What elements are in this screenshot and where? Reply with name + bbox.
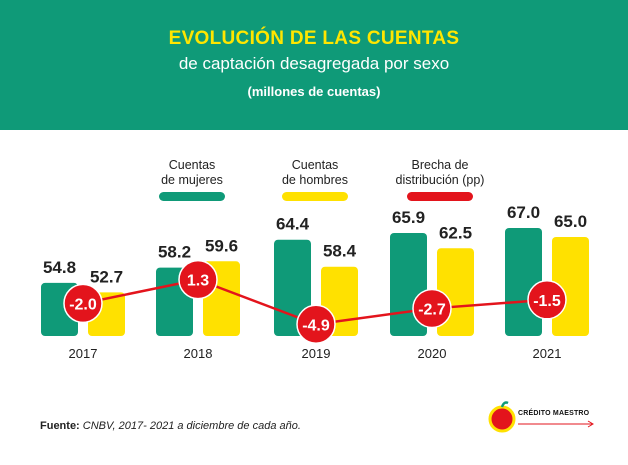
gap-label-2019: -4.9 xyxy=(302,317,330,334)
x-tick-label-2019: 2019 xyxy=(302,346,331,361)
legend-women-line1: Cuentas xyxy=(168,158,216,172)
gap-point-2020 xyxy=(412,288,452,329)
gap-label-2021: -1.5 xyxy=(533,293,561,310)
legend-women-swatch xyxy=(159,192,225,201)
value-label-women-2021: 67.0 xyxy=(507,203,540,222)
x-tick-label-2017: 2017 xyxy=(69,346,98,361)
value-label-men-2021: 65.0 xyxy=(554,212,587,231)
value-label-women-2017: 54.8 xyxy=(43,258,76,277)
chart-subtitle: de captación desagregada por sexo xyxy=(178,54,450,73)
gap-point-2018 xyxy=(178,259,218,300)
gap-point-2017 xyxy=(63,283,103,324)
x-tick-label-2020: 2020 xyxy=(418,346,447,361)
value-label-men-2017: 52.7 xyxy=(90,267,123,286)
chart-title: EVOLUCIÓN DE LAS CUENTAS xyxy=(168,28,460,49)
legend-men-line1: Cuentas xyxy=(291,158,339,172)
source-text: CNBV, 2017- 2021 a diciembre de cada año… xyxy=(82,420,301,432)
x-tick-label-2021: 2021 xyxy=(533,346,562,361)
value-label-men-2020: 62.5 xyxy=(439,223,472,242)
value-label-men-2019: 58.4 xyxy=(323,242,357,261)
gap-point-2021 xyxy=(527,280,567,320)
gap-label-2017: -2.0 xyxy=(69,296,97,313)
gap-label-2020: -2.7 xyxy=(418,301,446,318)
header-banner: EVOLUCIÓN DE LAS CUENTAS de captación de… xyxy=(0,0,628,130)
legend-men-swatch xyxy=(282,192,348,201)
legend-gap-line1: Brecha de xyxy=(411,158,469,172)
legend-women: Cuentas de mujeres xyxy=(147,158,237,201)
chart-unit: (millones de cuentas) xyxy=(247,84,381,99)
credito-maestro-logo: CRÉDITO MAESTRO xyxy=(488,400,598,434)
value-label-women-2019: 64.4 xyxy=(276,215,310,234)
apple-icon xyxy=(488,401,594,433)
value-label-women-2020: 65.9 xyxy=(392,208,425,227)
x-tick-label-2018: 2018 xyxy=(184,346,213,361)
legend-men-line2: de hombres xyxy=(281,173,348,187)
logo-text: CRÉDITO MAESTRO xyxy=(518,410,590,417)
legend-women-line2: de mujeres xyxy=(161,173,223,187)
gap-point-2019 xyxy=(296,304,336,345)
value-label-women-2018: 58.2 xyxy=(158,243,191,262)
legend-gap-swatch xyxy=(407,192,473,201)
source-note: Fuente: CNBV, 2017- 2021 a diciembre de … xyxy=(40,420,301,432)
legend-gap: Brecha de distribución (pp) xyxy=(380,158,500,201)
gap-label-2018: 1.3 xyxy=(187,273,209,290)
bar-women-2021 xyxy=(505,228,542,336)
legend-gap-line2: distribución (pp) xyxy=(395,173,485,187)
source-label: Fuente: xyxy=(40,420,80,432)
value-label-men-2018: 59.6 xyxy=(205,236,238,255)
legend-men: Cuentas de hombres xyxy=(270,158,360,201)
